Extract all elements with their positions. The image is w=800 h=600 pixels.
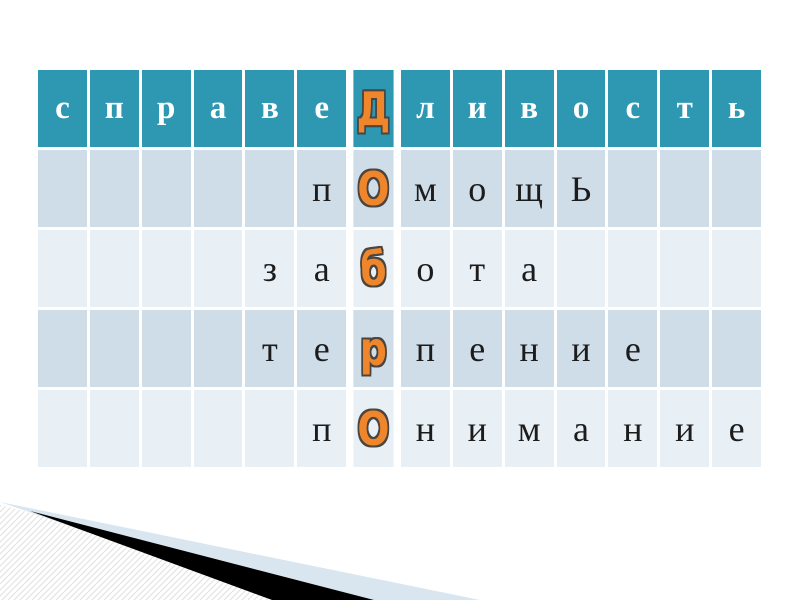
crossword-cell: и: [452, 390, 502, 467]
crossword-cell: [141, 390, 191, 467]
crossword-cell: а: [297, 230, 347, 307]
blue-wedge: [0, 502, 480, 600]
crossword-cell: [245, 390, 295, 467]
crossword-cell: [712, 310, 761, 387]
crossword-cell: р: [353, 310, 394, 387]
crossword-cell: а: [504, 230, 554, 307]
crossword-cell: [193, 150, 243, 227]
black-swoosh: [30, 511, 374, 600]
crossword-cell: [608, 230, 658, 307]
crossword-header-cell: с: [38, 70, 87, 147]
crossword-cell: [141, 150, 191, 227]
crossword-header-cell: о: [556, 70, 606, 147]
crossword-cell: [38, 150, 87, 227]
crossword-cell: е: [712, 390, 761, 467]
crossword-header-cell: в: [504, 70, 554, 147]
crossword-cell: [193, 230, 243, 307]
crossword-cell: е: [297, 310, 347, 387]
crossword-cell: т: [245, 310, 295, 387]
crossword-cell: з: [245, 230, 295, 307]
crossword-cell: [89, 150, 139, 227]
crossword-cell: [712, 150, 761, 227]
crossword-header-cell: л: [401, 70, 450, 147]
crossword-header-cell: п: [89, 70, 139, 147]
crossword-cell: [193, 310, 243, 387]
crossword-cell: е: [608, 310, 658, 387]
crossword-cell: о: [401, 230, 450, 307]
crossword-header-cell: в: [245, 70, 295, 147]
crossword-header-cell: т: [660, 70, 710, 147]
crossword-cell: п: [297, 150, 347, 227]
crossword-cell: Ь: [556, 150, 606, 227]
crossword-cell: м: [504, 390, 554, 467]
crossword-cell: [141, 230, 191, 307]
crossword-cell: а: [556, 390, 606, 467]
crossword-header-cell: а: [193, 70, 243, 147]
corner-swoosh-decoration: [0, 502, 480, 600]
crossword-cell: п: [297, 390, 347, 467]
crossword-cell: м: [401, 150, 450, 227]
crossword-cell: и: [556, 310, 606, 387]
crossword-header-cell: и: [452, 70, 502, 147]
crossword-cell: [660, 150, 710, 227]
crossword-cell: [556, 230, 606, 307]
crossword-cell: [89, 230, 139, 307]
crossword-header-cell: е: [297, 70, 347, 147]
crossword-header-cell: с: [608, 70, 658, 147]
crossword-cell: о: [452, 150, 502, 227]
crossword-cell: [89, 390, 139, 467]
crossword-cell: п: [401, 310, 450, 387]
crossword-cell: О: [353, 150, 394, 227]
crossword-cell: [608, 150, 658, 227]
crossword-cell: [38, 310, 87, 387]
crossword-cell: О: [353, 390, 394, 467]
crossword-cell: е: [452, 310, 502, 387]
crossword-cell: н: [401, 390, 450, 467]
crossword-cell: [245, 150, 295, 227]
crossword-cell: [660, 310, 710, 387]
crossword-cell: [712, 230, 761, 307]
crossword-cell: щ: [504, 150, 554, 227]
crossword-cell: н: [608, 390, 658, 467]
crossword-cell: [38, 390, 87, 467]
crossword-cell: [660, 230, 710, 307]
crossword-cell: [141, 310, 191, 387]
crossword-header-cell: р: [141, 70, 191, 147]
crossword-header-cell: ь: [712, 70, 761, 147]
crossword-cell: н: [504, 310, 554, 387]
crossword-cell: б: [353, 230, 394, 307]
pinstripe-wedge: [0, 505, 365, 600]
crossword-cell: [89, 310, 139, 387]
crossword-cell: т: [452, 230, 502, 307]
crossword-cell: [193, 390, 243, 467]
crossword-header-cell: Д: [353, 70, 394, 147]
crossword-cell: [38, 230, 87, 307]
crossword-cell: и: [660, 390, 710, 467]
